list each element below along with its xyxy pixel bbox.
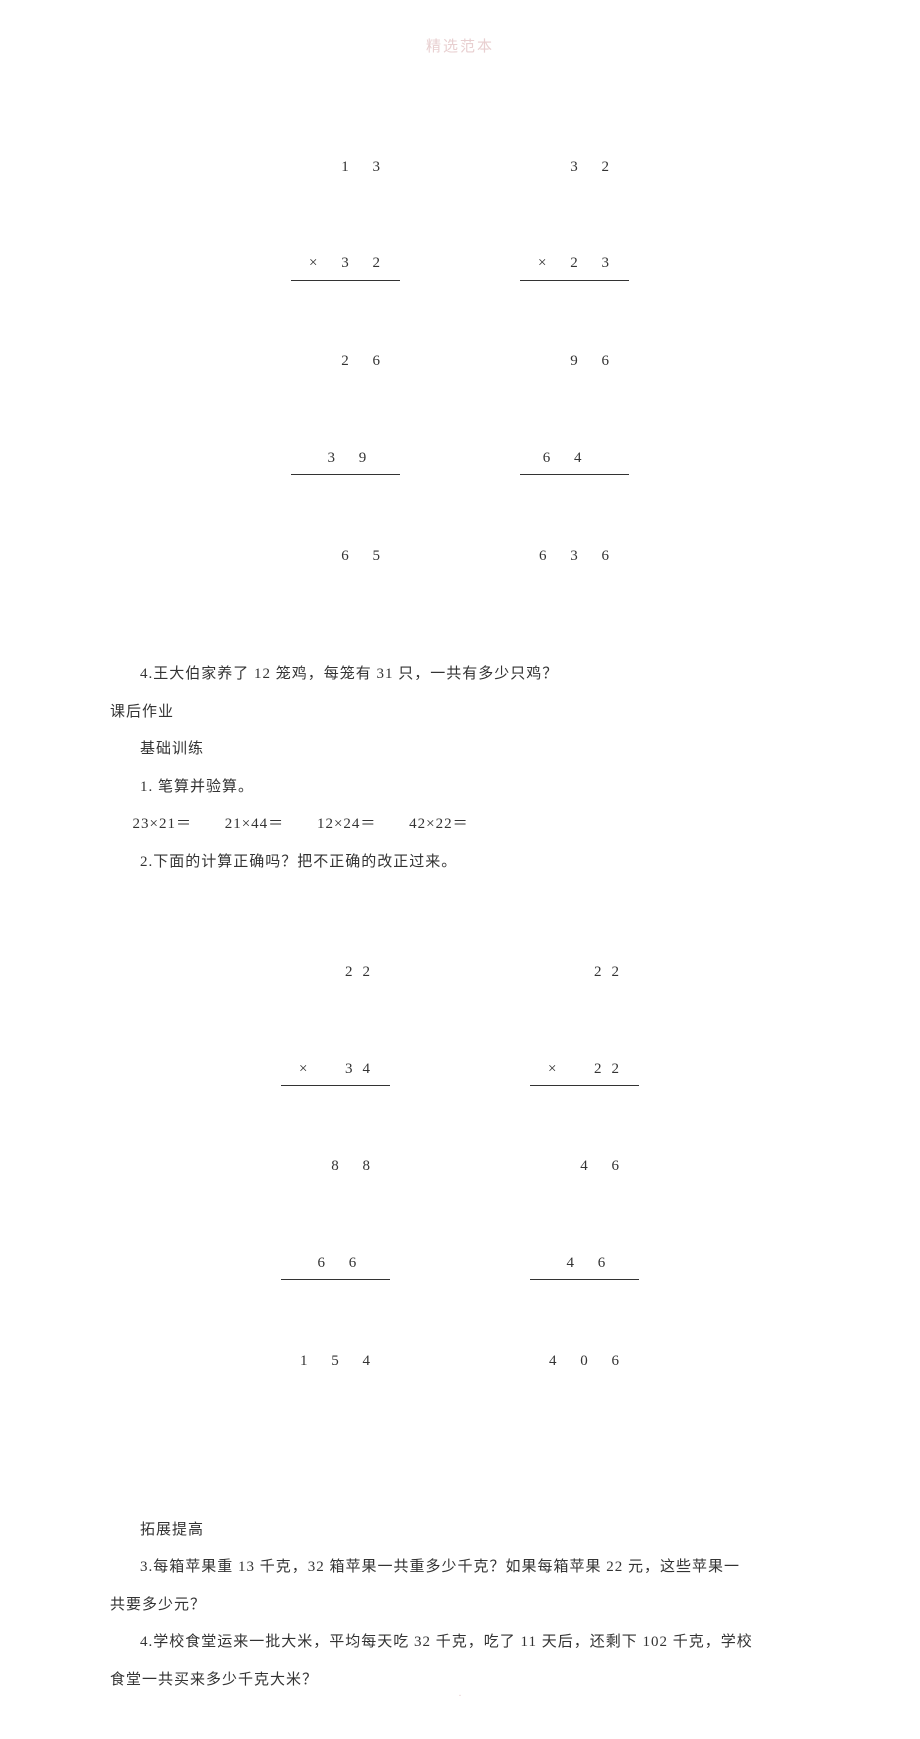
calc-row: 8 8	[281, 1150, 390, 1182]
calc-row: × 2 3	[520, 247, 629, 280]
calc-row: × 34	[281, 1053, 390, 1086]
calc-row: 6 6	[281, 1247, 390, 1280]
calc-row: 6 4	[520, 442, 629, 475]
calculation-pair-top: 1 3 × 3 2 2 6 3 9 6 5 3 2 × 2 3 9 6 6 4 …	[110, 86, 810, 636]
section-extension: 拓展提高	[110, 1512, 810, 1550]
calc-row: 3 2	[520, 151, 629, 183]
calc-row: 4 0 6	[530, 1345, 639, 1377]
calc-row: 6 5	[291, 540, 400, 572]
spacer	[110, 1462, 810, 1512]
calc-row: 9 6	[520, 345, 629, 377]
header-watermark: 精选范本	[110, 35, 810, 56]
question-4-line1: 4.学校食堂运来一批大米，平均每天吃 32 千克，吃了 11 天后，还剩下 10…	[110, 1624, 810, 1662]
section-basic-training: 基础训练	[110, 731, 810, 769]
calc-row: 2 6	[291, 345, 400, 377]
vertical-calc-1: 1 3 × 3 2 2 6 3 9 6 5	[291, 86, 400, 636]
equation: 21×44＝	[225, 806, 284, 844]
calc-row: 4 6	[530, 1150, 639, 1182]
equation: 23×21＝	[133, 806, 192, 844]
question-3-line1: 3.每箱苹果重 13 千克，32 箱苹果一共重多少千克？如果每箱苹果 22 元，…	[110, 1549, 810, 1587]
calc-row: 1 5 4	[281, 1345, 390, 1377]
calc-row: 4 6	[530, 1247, 639, 1280]
vertical-calc-4: 22 × 22 4 6 4 6 4 0 6	[530, 891, 639, 1441]
vertical-calc-2: 3 2 × 2 3 9 6 6 4 6 3 6	[520, 86, 629, 636]
question-3-line2: 共要多少元？	[110, 1587, 810, 1625]
equation-line: 23×21＝ 21×44＝ 12×24＝ 42×22＝	[110, 806, 810, 844]
question-2: 2.下面的计算正确吗？把不正确的改正过来。	[110, 844, 810, 882]
question-1: 1. 笔算并验算。	[110, 769, 810, 807]
calc-row: 6 3 6	[520, 540, 629, 572]
footer-watermark: .	[0, 1687, 920, 1699]
equation: 12×24＝	[317, 806, 376, 844]
calculation-pair-mid: 22 × 34 8 8 6 6 1 5 4 22 × 22 4 6 4 6 4 …	[110, 891, 810, 1441]
calc-row: × 3 2	[291, 247, 400, 280]
vertical-calc-3: 22 × 34 8 8 6 6 1 5 4	[281, 891, 390, 1441]
question-4-top: 4.王大伯家养了 12 笼鸡，每笼有 31 只，一共有多少只鸡？	[110, 656, 810, 694]
calc-row: 3 9	[291, 442, 400, 475]
calc-row: 22	[530, 956, 639, 988]
calc-row: × 22	[530, 1053, 639, 1086]
calc-row: 22	[281, 956, 390, 988]
calc-row: 1 3	[291, 151, 400, 183]
document-page: 精选范本 1 3 × 3 2 2 6 3 9 6 5 3 2 × 2 3 9 6…	[0, 0, 920, 1739]
equation: 42×22＝	[409, 806, 468, 844]
section-afterclass: 课后作业	[110, 694, 810, 732]
